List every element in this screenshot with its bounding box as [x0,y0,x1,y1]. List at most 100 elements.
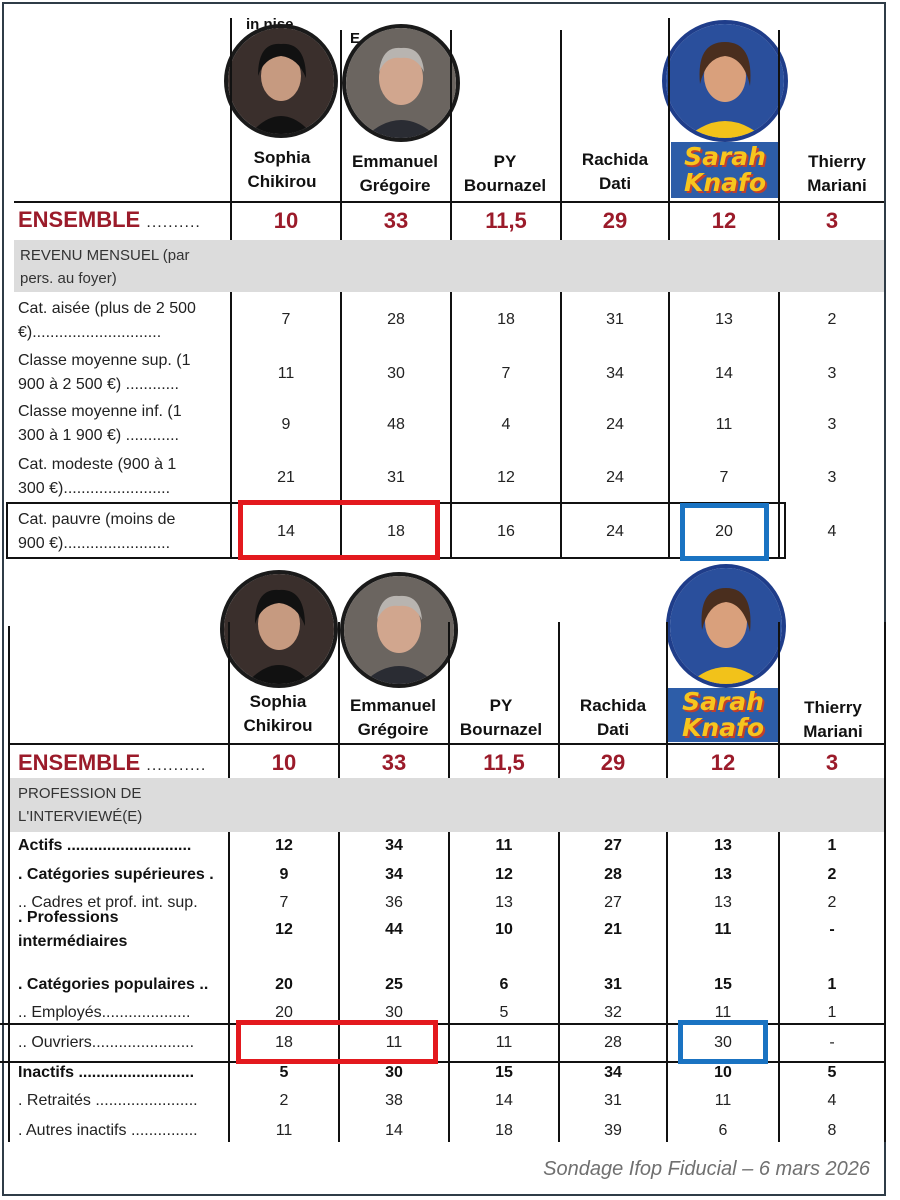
cell: 6 [499,976,509,993]
candidate-name-chikirou: Sophia Chikirou [247,148,317,191]
cell: 12 [497,469,515,486]
cell: 12 [275,921,293,938]
row-label: .. Employés.................... [18,1004,191,1021]
ensemble-value: 10 [271,750,297,775]
red-highlight-box [238,500,440,560]
cell: 20 [275,976,293,993]
cell: 11 [714,921,732,938]
ensemble-value: 3 [825,208,839,233]
section-header-bg [10,778,884,832]
cell: 30 [385,1004,403,1021]
cell: 11 [714,1092,732,1109]
row-label: Classe moyenne inf. (1 300 à 1 900 €) ...… [18,403,182,444]
row-label: Classe moyenne sup. (1 900 à 2 500 €) ...… [18,352,191,393]
cell: 2 [827,311,837,328]
cell: 34 [604,1064,622,1081]
candidate-name-gregoire: Emmanuel Grégoire [350,696,436,739]
ensemble-value: 29 [602,208,628,233]
cell: 12 [275,837,293,854]
cell: 11 [495,837,513,854]
cell: 31 [606,311,624,328]
cell: 20 [715,523,733,540]
cell: 31 [604,976,622,993]
cell: 9 [281,416,291,433]
cell: 31 [387,469,405,486]
cell: 27 [604,837,622,854]
cell: 5 [279,1064,289,1081]
section-header-bg [14,240,884,292]
ensemble-value: 29 [600,750,626,775]
candidate-name-dati: Rachida Dati [579,696,647,739]
cell: 13 [714,894,732,911]
cell: 28 [604,1034,622,1051]
cell: 14 [715,365,733,382]
cell: 18 [275,1034,293,1051]
cell: 11 [495,1034,513,1051]
blue-highlight-box [678,1020,768,1064]
ensemble-value: 12 [711,208,737,233]
row-label: Actifs ............................ [18,837,192,854]
cell: 24 [606,416,624,433]
cell: 13 [715,311,733,328]
cell: 27 [604,894,622,911]
ensemble-label: ENSEMBLE ........... [18,750,207,775]
cell: 8 [827,1122,837,1139]
cell: 1 [827,976,837,993]
cell: 14 [277,523,295,540]
highlight-row-frame [0,1023,886,1063]
cell: 3 [827,416,837,433]
cell: 14 [385,1122,403,1139]
cell: 30 [714,1034,732,1051]
cell: 31 [604,1092,622,1109]
source-caption: Sondage Ifop Fiducial – 6 mars 2026 [543,1158,870,1180]
cell: 11 [715,416,733,433]
ensemble-value: 3 [825,750,839,775]
cell: 3 [827,469,837,486]
row-label: .. Cadres et prof. int. sup. [18,894,198,911]
cell: 24 [606,469,624,486]
cell: 25 [385,976,403,993]
cell: 7 [279,894,289,911]
cell: 1 [827,837,837,854]
cell: 30 [387,365,405,382]
ensemble-value: 33 [381,750,407,775]
row-label: . Catégories populaires .. [18,976,209,993]
cell: 4 [827,523,837,540]
cell: 30 [385,1064,403,1081]
gregoire-photo [340,572,458,688]
cell: 11 [275,1122,293,1139]
chikirou-photo [224,24,338,138]
row-label: . Professions intermédiaires [18,909,128,950]
cell: 7 [501,365,511,382]
cell: 7 [281,311,291,328]
cut-header-text: E [350,30,361,47]
cell: 20 [275,1004,293,1021]
cell: 13 [495,894,513,911]
cell: 18 [387,523,405,540]
cell: 28 [604,866,622,883]
row-label: Cat. pauvre (moins de 900 €).............… [18,511,176,552]
cell: 32 [604,1004,622,1021]
cell: - [829,1034,835,1051]
candidate-name-gregoire: Emmanuel Grégoire [352,152,438,195]
cell: 9 [279,866,289,883]
candidate-name-bournazel: PY Bournazel [459,696,543,739]
cell: 10 [714,1064,732,1081]
candidate-name-mariani: Thierry Mariani [803,698,863,741]
gregoire-photo [342,24,460,142]
cell: 4 [501,416,511,433]
cell: 16 [497,523,515,540]
cell: 2 [827,894,837,911]
row-label: Cat. aisée (plus de 2 500 €).............… [18,300,196,341]
cell: 14 [495,1092,513,1109]
knafo-name-logo: Sarah Knafo [671,142,779,198]
cell: 10 [495,921,513,938]
cell: - [829,921,835,938]
cell: 15 [714,976,732,993]
candidate-name-mariani: Thierry Mariani [807,152,867,195]
blue-highlight-box [680,503,769,561]
row-label: Cat. modeste (900 à 1 300 €).............… [18,456,177,497]
ensemble-value: 12 [710,750,736,775]
ensemble-value: 10 [273,208,299,233]
red-highlight-box [236,1020,438,1064]
